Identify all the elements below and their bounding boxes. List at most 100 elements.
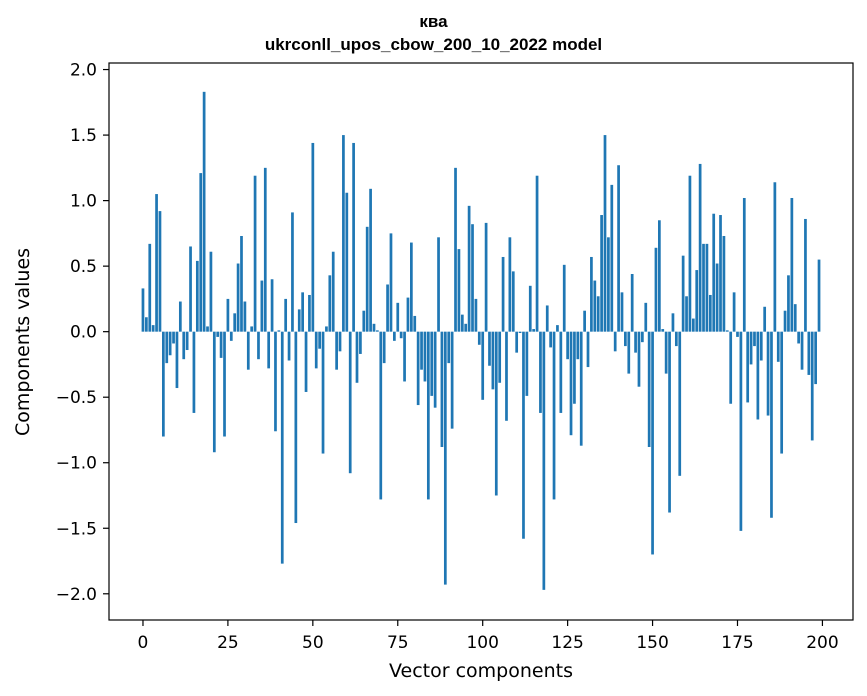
bar-70 [379, 331, 383, 500]
bar-186 [773, 182, 777, 332]
bar-172 [725, 330, 729, 332]
bar-93 [457, 249, 461, 332]
bar-167 [708, 294, 712, 332]
bar-161 [688, 175, 692, 332]
x-axis-ticks: 0 25 50 75 100 125 150 175 200 [138, 620, 839, 653]
bar-0 [141, 288, 145, 332]
bar-79 [410, 242, 413, 332]
bar-194 [800, 331, 804, 370]
bar-191 [790, 197, 794, 332]
bar-193 [797, 331, 800, 344]
bar-26 [229, 331, 233, 341]
bar-177 [742, 197, 746, 332]
bar-53 [321, 331, 325, 454]
bar-150 [651, 331, 654, 555]
bar-4 [155, 194, 158, 332]
y-tick-label: −1.0 [56, 454, 97, 474]
bar-27 [233, 313, 237, 332]
y-tick-label: 2.0 [70, 61, 97, 81]
bar-180 [753, 331, 756, 347]
bar-183 [763, 306, 767, 332]
bar-72 [386, 284, 389, 332]
bar-131 [586, 331, 590, 368]
bar-187 [776, 331, 780, 362]
bar-12 [182, 331, 186, 360]
bar-87 [437, 237, 440, 332]
bar-105 [498, 331, 502, 383]
bar-198 [814, 331, 817, 385]
bar-119 [545, 305, 549, 332]
bar-43 [287, 331, 291, 361]
bar-80 [413, 315, 417, 332]
x-tick-label: 175 [721, 633, 753, 653]
bar-33 [253, 175, 257, 332]
x-tick-label: 75 [387, 633, 409, 653]
bar-29 [240, 236, 243, 332]
bar-84 [426, 331, 430, 500]
bar-69 [376, 330, 379, 332]
bar-22 [216, 331, 220, 337]
bar-99 [477, 331, 481, 345]
x-tick-label: 100 [466, 633, 498, 653]
bar-163 [695, 270, 699, 332]
bar-52 [318, 331, 321, 349]
x-tick-label: 25 [217, 633, 239, 653]
bar-116 [535, 175, 539, 332]
bar-16 [195, 260, 199, 332]
bar-195 [804, 218, 807, 332]
bar-178 [746, 331, 750, 403]
bar-174 [732, 292, 736, 332]
bar-91 [450, 331, 454, 429]
bar-192 [793, 304, 797, 332]
bar-21 [212, 331, 216, 453]
bar-65 [362, 310, 366, 332]
bar-63 [355, 331, 359, 383]
bar-100 [481, 331, 485, 400]
bar-64 [359, 331, 362, 354]
bar-188 [780, 331, 784, 454]
bars-group [141, 91, 821, 590]
y-tick-label: −0.5 [56, 388, 97, 408]
bar-67 [369, 188, 372, 332]
bar-115 [532, 329, 536, 332]
bar-113 [525, 331, 529, 396]
bar-101 [484, 222, 488, 332]
bar-130 [583, 310, 586, 332]
chart-title: ква [419, 12, 448, 31]
bar-157 [674, 331, 678, 347]
bar-136 [603, 135, 607, 332]
bar-39 [274, 331, 277, 432]
bar-2 [148, 243, 152, 332]
bar-18 [202, 91, 206, 332]
bar-182 [759, 331, 763, 361]
bar-32 [250, 326, 254, 332]
bar-165 [702, 243, 705, 332]
bar-15 [192, 331, 196, 413]
bar-1 [145, 317, 148, 332]
bar-185 [770, 331, 773, 518]
bar-50 [311, 142, 315, 332]
bar-49 [308, 294, 311, 332]
bar-175 [736, 331, 739, 337]
bar-143 [627, 331, 631, 374]
bar-98 [474, 298, 478, 332]
bar-46 [297, 309, 301, 332]
bar-168 [712, 213, 716, 332]
bar-184 [766, 331, 770, 416]
bar-171 [722, 236, 726, 332]
y-tick-label: 1.0 [70, 192, 97, 212]
bar-162 [691, 318, 695, 332]
bar-117 [539, 331, 542, 413]
bar-78 [406, 297, 410, 332]
bar-158 [678, 331, 682, 476]
bar-122 [556, 325, 559, 332]
bar-7 [165, 331, 169, 364]
bar-153 [661, 329, 665, 332]
bar-170 [719, 215, 722, 332]
bar-28 [236, 263, 240, 332]
bar-120 [549, 331, 552, 348]
bar-102 [488, 331, 491, 366]
bar-68 [372, 323, 376, 332]
bar-86 [433, 331, 437, 408]
bar-19 [206, 326, 209, 332]
